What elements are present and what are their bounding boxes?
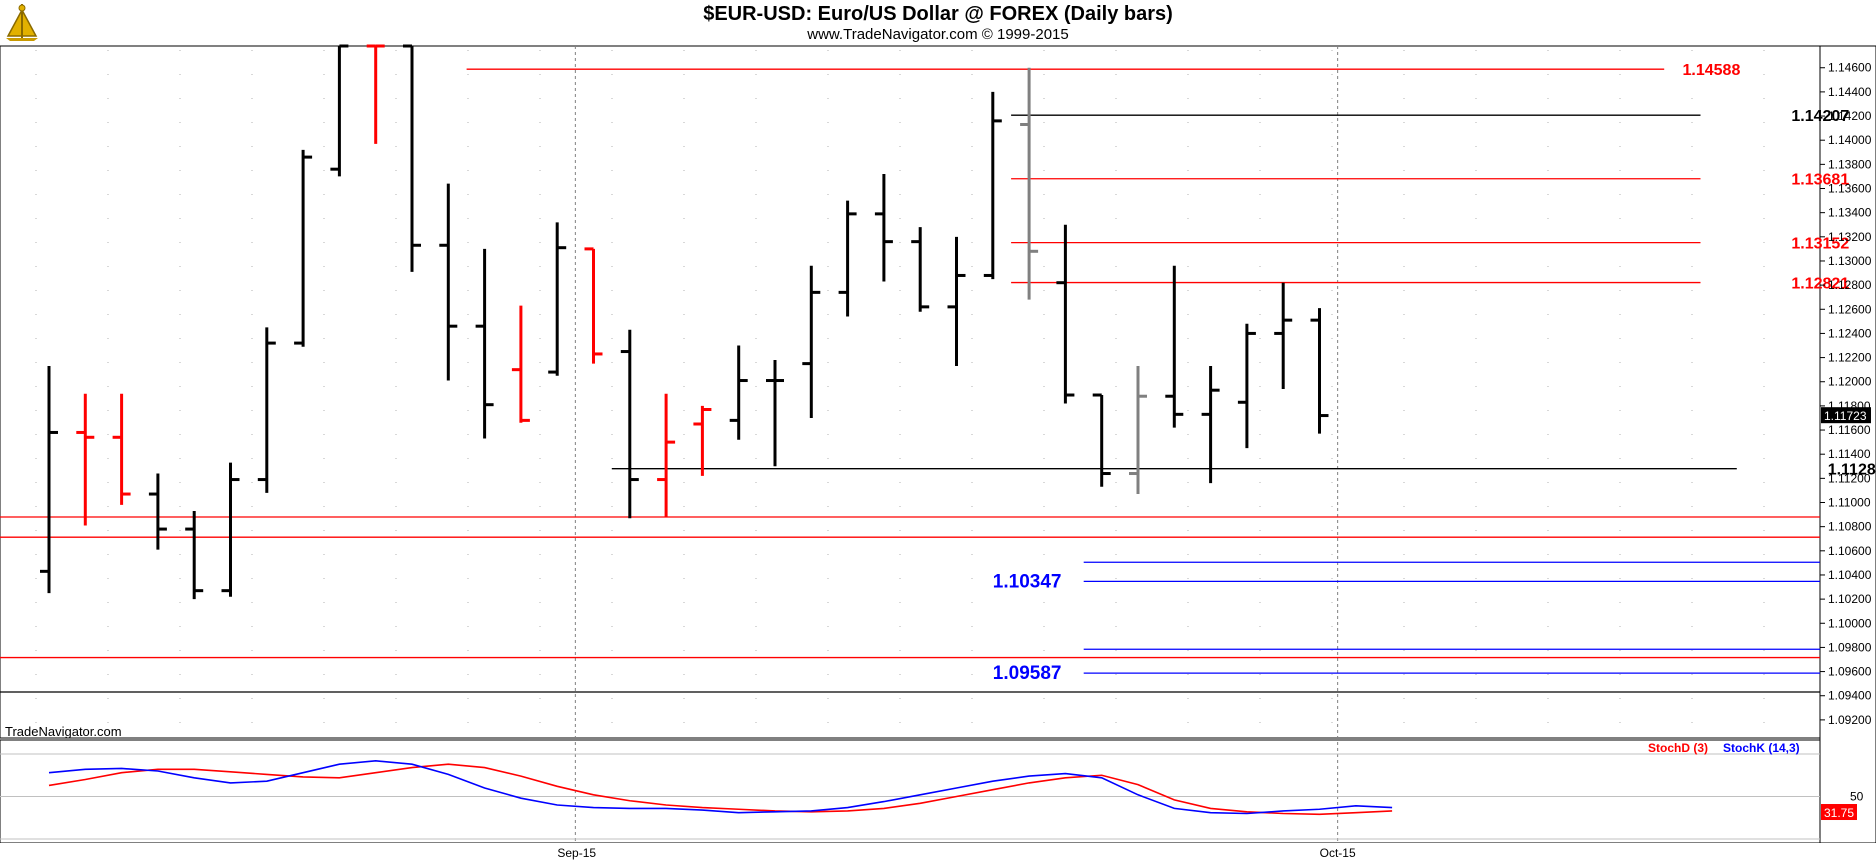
ohlc-bar [1056, 224, 1075, 404]
ohlc-bar [1237, 323, 1256, 449]
y-tick-label: 1.12400 [1828, 326, 1872, 340]
ohlc-bar [294, 149, 313, 347]
level-label: 1.14207 [1791, 108, 1849, 125]
ohlc-bar [511, 305, 530, 423]
y-tick-label: 1.14600 [1828, 61, 1872, 75]
ohlc-bar [403, 44, 421, 272]
y-tick-label: 1.11200 [1828, 471, 1871, 485]
price-plot-frame [0, 45, 1821, 739]
level-label: 1.09587 [993, 663, 1062, 684]
ohlc-bar [366, 44, 385, 144]
chart-header: $EUR-USD: Euro/US Dollar @ FOREX (Daily … [0, 0, 1876, 46]
watermark: TradeNavigator.com [5, 724, 122, 739]
y-tick-label: 1.12200 [1828, 351, 1872, 365]
ohlc-bar [1092, 393, 1111, 487]
price-axis: 1.14600 1.14400 1.14200 1.14000 1.13800 1.136… [1820, 61, 1872, 821]
ohlc-bar [439, 183, 458, 381]
level-label: 1.14588 [1683, 62, 1741, 79]
stoch-last-label: 31.75 [1824, 806, 1854, 820]
ohlc-bar [40, 366, 58, 594]
ohlc-bar [693, 405, 712, 476]
y-tick-label: 1.13400 [1828, 206, 1872, 220]
last-price-label: 1.11723 [1824, 409, 1867, 423]
chart-subtitle: www.TradeNavigator.com © 1999-2015 [807, 26, 1069, 43]
stoch-tick-label: 50 [1850, 790, 1864, 804]
ohlc-bar [983, 91, 1002, 280]
y-tick-label: 1.10800 [1828, 520, 1872, 534]
y-tick-label: 1.10000 [1828, 616, 1872, 630]
ohlc-bar [874, 174, 893, 282]
y-tick-label: 1.10600 [1828, 544, 1872, 558]
axis-frame [1819, 45, 1876, 844]
ohlc-bar [911, 227, 930, 312]
fibonacci-levels: 1.14588 1.14207 1.13681 1.13152 1.12821 1.112… [0, 62, 1876, 693]
ohlc-bar [1165, 265, 1184, 428]
ohlc-bar [1201, 366, 1220, 484]
date-axis: Sep-15 Oct-15 [557, 846, 1356, 860]
y-tick-label: 1.13800 [1828, 157, 1872, 171]
y-tick-label: 1.09600 [1828, 665, 1872, 679]
level-label: 1.10347 [993, 571, 1062, 592]
stochastic-panel: StochD (3) StochK (14,3) [48, 741, 1800, 816]
y-tick-label: 1.11400 [1828, 447, 1871, 461]
ohlc-bar [257, 327, 276, 493]
y-tick-label: 1.11000 [1828, 496, 1871, 510]
level-label: 1.12821 [1791, 276, 1849, 293]
grid-dots [0, 45, 1876, 863]
ohlc-bar [1129, 366, 1147, 495]
stoch-series-line [48, 759, 1393, 815]
y-tick-label: 1.13600 [1828, 182, 1872, 196]
ohlc-bar [1274, 282, 1293, 389]
y-tick-label: 1.14400 [1828, 85, 1872, 99]
date-strip [0, 843, 1876, 863]
level-label: 1.13152 [1791, 236, 1849, 253]
y-tick-label: 1.09400 [1828, 689, 1872, 703]
y-tick-label: 1.12800 [1828, 278, 1872, 292]
y-tick-label: 1.13200 [1828, 230, 1872, 244]
date-label: Oct-15 [1320, 846, 1356, 860]
ohlc-bar [548, 222, 567, 376]
ohlc-bar [620, 329, 639, 519]
ohlc-bar [657, 393, 676, 517]
ohlc-bar [838, 200, 857, 317]
y-tick-label: 1.10200 [1828, 592, 1872, 606]
stoch-legend-d: StochD (3) [1648, 741, 1708, 755]
stoch-last-badge [1821, 804, 1857, 821]
ohlc-bar [1310, 308, 1329, 434]
y-tick-label: 1.10400 [1828, 568, 1872, 582]
ohlc-bar [1020, 67, 1039, 300]
ohlc-bar [766, 359, 784, 467]
y-tick-label: 1.11600 [1828, 423, 1871, 437]
ohlc-bar [112, 393, 131, 505]
level-label: 1.11280 [1828, 462, 1876, 479]
ohlc-bar [221, 462, 240, 597]
stoch-legend-k: StochK (14,3) [1723, 741, 1800, 755]
date-label: Sep-15 [557, 846, 596, 860]
y-tick-label: 1.12000 [1828, 375, 1872, 389]
y-tick-label: 1.14200 [1828, 109, 1872, 123]
y-tick-label: 1.09800 [1828, 640, 1872, 654]
trade-navigator-logo-icon [4, 2, 40, 42]
stoch-plot-frame [0, 739, 1821, 844]
ohlc-bar [76, 393, 95, 526]
y-tick-label: 1.09200 [1828, 713, 1872, 727]
ohlc-bar [185, 510, 204, 600]
y-tick-label: 1.12600 [1828, 302, 1872, 316]
ohlc-bar [148, 473, 167, 550]
y-tick-label: 1.14000 [1828, 133, 1872, 147]
chart-title: $EUR-USD: Euro/US Dollar @ FOREX (Daily … [703, 3, 1173, 25]
ohlc-bar [947, 236, 966, 367]
price-bars [40, 44, 1329, 600]
ohlc-bar [475, 248, 494, 439]
ohlc-bar [729, 345, 748, 440]
ohlc-bar [584, 247, 603, 364]
ohlc-bar [330, 44, 349, 177]
y-tick-label: 1.13000 [1828, 254, 1872, 268]
last-price-badge [1821, 407, 1871, 424]
stoch-series-line [48, 763, 1393, 816]
ohlc-bar [802, 265, 821, 418]
level-label: 1.13681 [1791, 172, 1849, 189]
